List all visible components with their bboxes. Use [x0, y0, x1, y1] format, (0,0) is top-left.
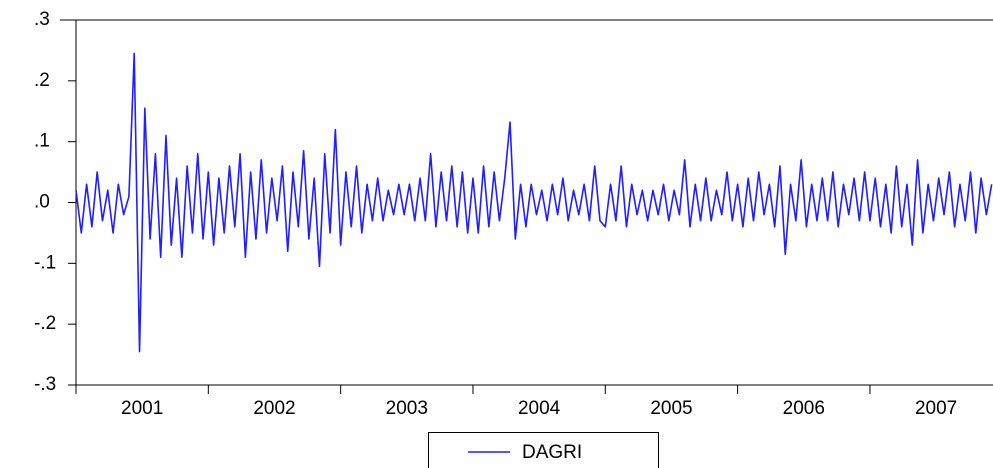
- x-tick-label: 2002: [253, 398, 295, 419]
- y-tick-label: .1: [34, 131, 50, 152]
- x-tick-label: 2004: [518, 398, 561, 419]
- y-tick-label: .3: [34, 9, 50, 30]
- y-tick-label: .2: [34, 70, 50, 91]
- legend-box: [428, 432, 659, 468]
- series-line: [75, 52, 993, 353]
- y-tick-label: .0: [34, 192, 50, 213]
- x-tick-label: 2005: [650, 398, 692, 419]
- x-tick-label: 2003: [386, 398, 428, 419]
- legend-label: DAGRI: [522, 442, 582, 463]
- y-tick-label: -.3: [34, 374, 56, 395]
- x-tick-label: 2001: [121, 398, 163, 419]
- y-tick-label: -.2: [34, 313, 56, 334]
- x-tick-label: 2007: [915, 398, 957, 419]
- x-tick-label: 2006: [783, 398, 825, 419]
- y-tick-label: -.1: [34, 252, 56, 273]
